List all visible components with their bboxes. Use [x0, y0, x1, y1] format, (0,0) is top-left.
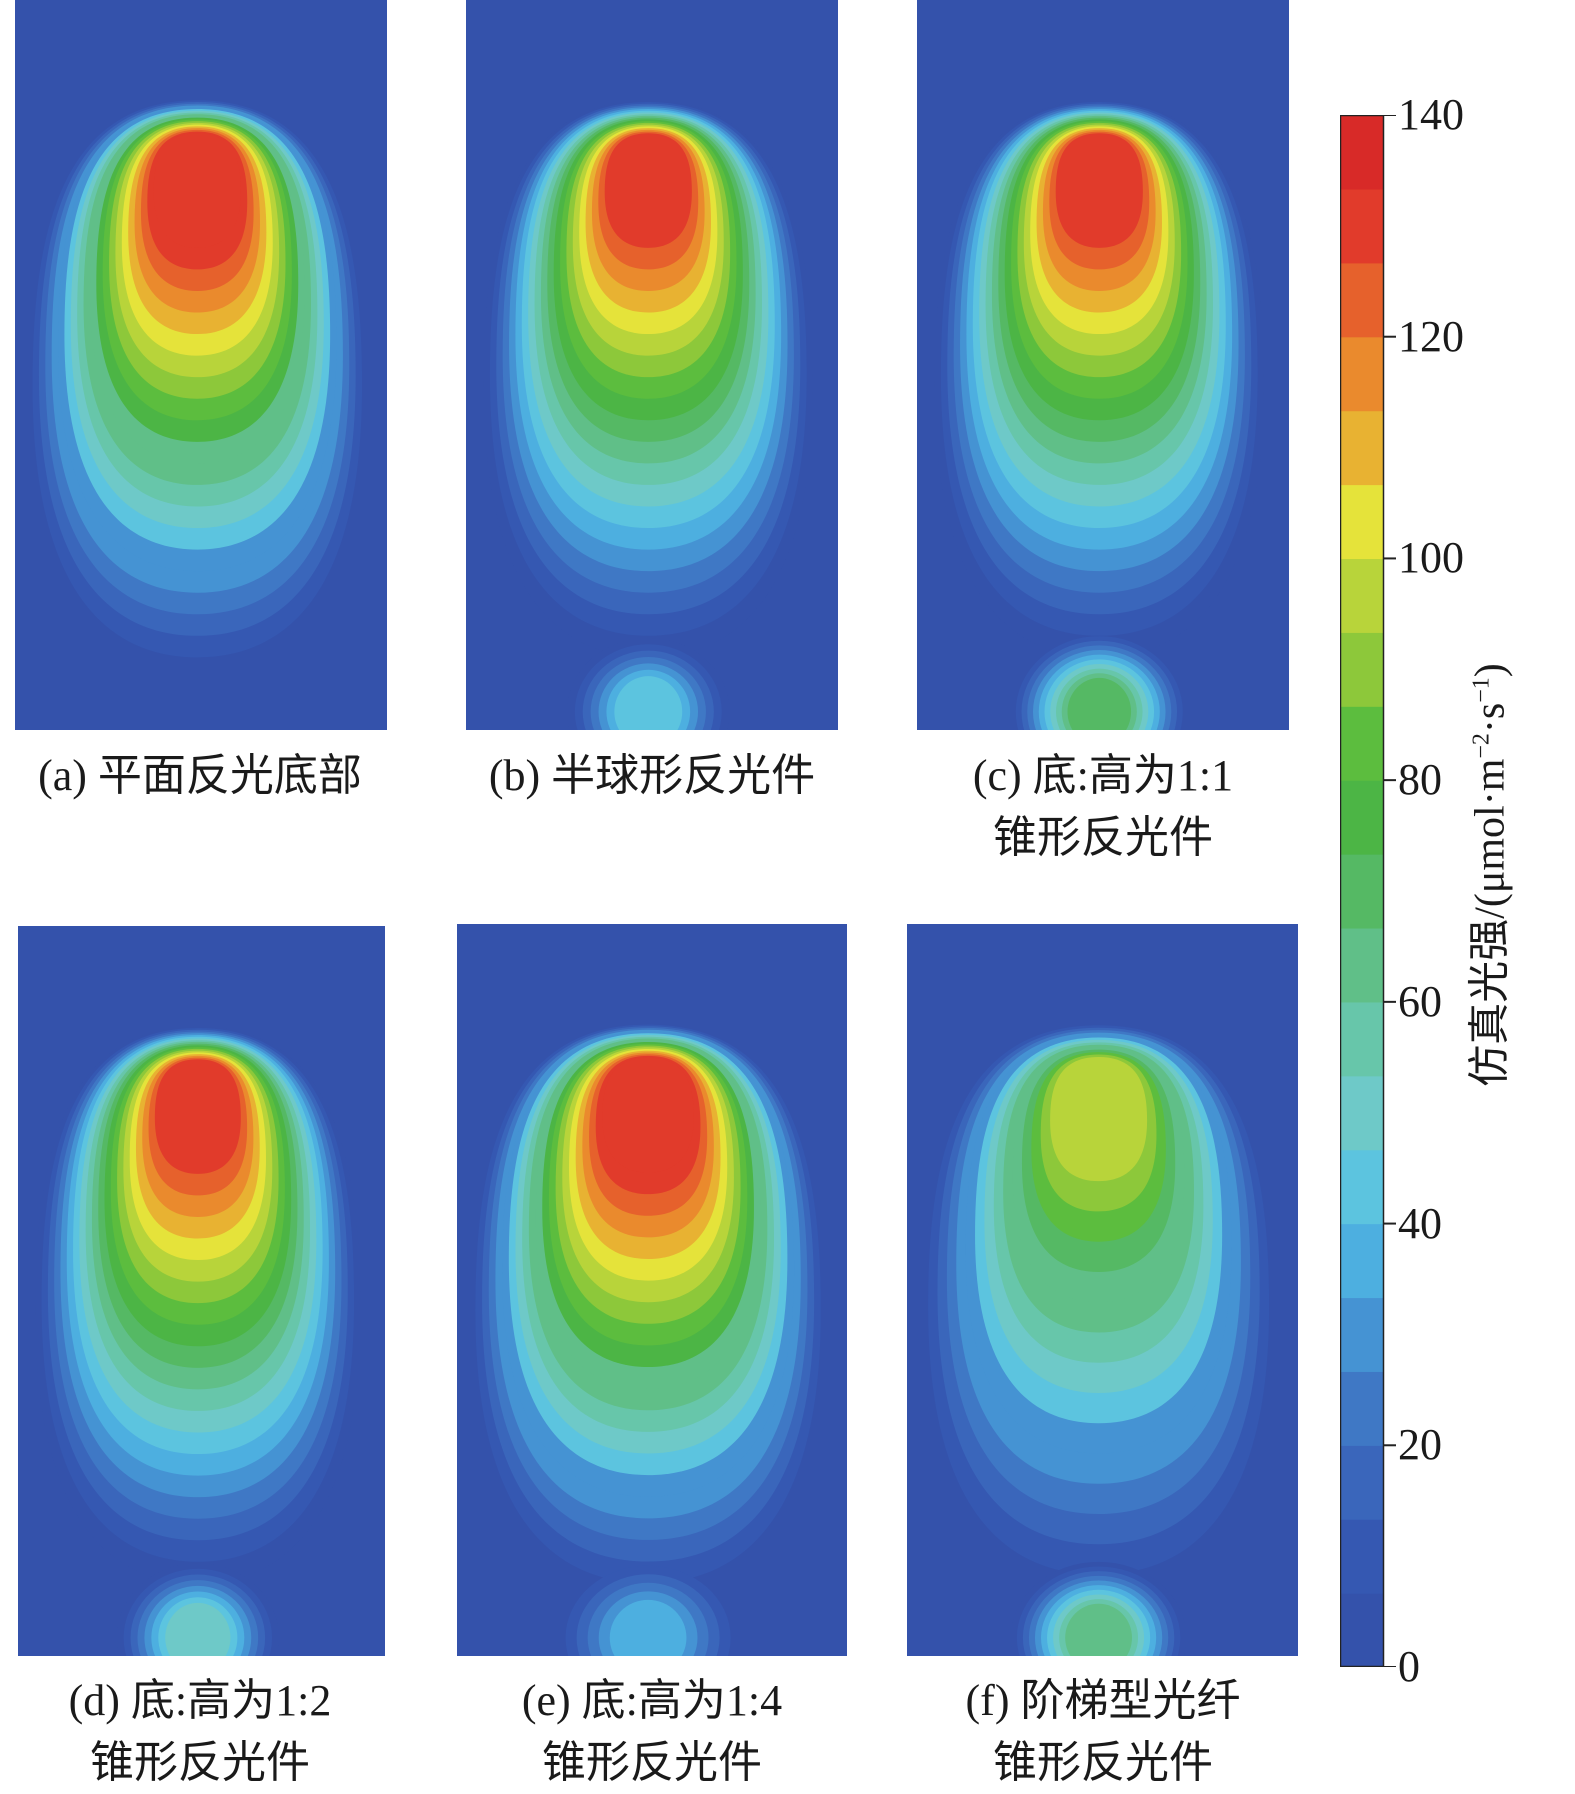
colorbar-level-12	[1340, 706, 1384, 781]
colorbar-level-4	[1340, 1297, 1384, 1372]
colorbar-level-11	[1340, 780, 1384, 855]
colorbar-level-18	[1340, 262, 1384, 338]
caption-f: (f) 阶梯型光纤 锥形反光件	[900, 1670, 1306, 1794]
heatmap-panel-f	[907, 924, 1298, 1656]
caption-a: (a) 平面反光底部	[0, 745, 400, 807]
colorbar-level-14	[1340, 558, 1384, 633]
caption-c-line2: 锥形反光件	[993, 813, 1213, 862]
tail-blob-level-7	[614, 676, 683, 730]
caption-c-line1: (c) 底:高为1:1	[972, 751, 1234, 800]
colorbar-tick-label: 60	[1398, 976, 1442, 1026]
caption-d-line1: (d) 底:高为1:2	[68, 1676, 332, 1725]
colorbar-tick-label: 80	[1398, 755, 1442, 805]
contour-level-20	[154, 1059, 241, 1174]
colorbar-level-2	[1340, 1445, 1384, 1520]
heatmap-panel-a	[15, 0, 387, 730]
colorbar-axis-label: 仿真光强/(μmol·m−2·s−1)	[1456, 663, 1517, 1087]
heatmap-b	[466, 0, 838, 730]
tail-blob-level-8	[165, 1602, 231, 1656]
caption-a-line1: (a) 平面反光底部	[38, 751, 362, 800]
caption-c: (c) 底:高为1:1 锥形反光件	[900, 745, 1306, 869]
heatmap-f	[907, 924, 1298, 1656]
colorbar-level-7	[1340, 1075, 1384, 1151]
colorbar-frame	[1339, 114, 1385, 1668]
caption-b-line1: (b) 半球形反光件	[488, 751, 816, 800]
caption-e-line2: 锥形反光件	[542, 1738, 762, 1787]
colorbar-tick-label: 20	[1398, 1420, 1442, 1470]
colorbar-level-3	[1340, 1371, 1384, 1446]
caption-e-line1: (e) 底:高为1:4	[521, 1676, 783, 1725]
colorbar-tick-label: 100	[1398, 533, 1464, 583]
colorbar-level-13	[1340, 632, 1384, 707]
contour-level-20	[153, 133, 241, 248]
colorbar-level-6	[1340, 1149, 1384, 1225]
caption-b: (b) 半球形反光件	[450, 745, 854, 807]
colorbar-scale	[1339, 114, 1396, 1668]
colorbar-label-main: 仿真光强/(μmol·m	[1467, 758, 1514, 1087]
colorbar-label-end: )	[1467, 663, 1514, 678]
contour-level-20	[602, 1057, 694, 1173]
caption-d-line2: 锥形反光件	[90, 1738, 310, 1787]
colorbar-label-exp1: −2	[1468, 733, 1495, 759]
colorbar-level-16	[1340, 410, 1384, 486]
contour-level-20	[1055, 133, 1143, 248]
heatmap-panel-d	[18, 926, 385, 1656]
colorbar-tick-label: 40	[1398, 1198, 1442, 1248]
colorbar-level-8	[1340, 1001, 1384, 1077]
colorbar-level-5	[1340, 1223, 1384, 1299]
colorbar-level-19	[1340, 188, 1384, 264]
heatmap-panel-e	[457, 924, 847, 1656]
colorbar-level-9	[1340, 927, 1384, 1003]
heatmap-panel-c	[917, 0, 1289, 730]
heatmap-panel-b	[466, 0, 838, 730]
heatmap-d	[18, 926, 385, 1656]
colorbar-label-exp2: −1	[1468, 677, 1495, 703]
colorbar-level-20	[1340, 115, 1384, 190]
contour-level-14	[1050, 1056, 1148, 1182]
colorbar-level-10	[1340, 854, 1384, 929]
colorbar-tick-label: 140	[1398, 90, 1464, 139]
tail-blob-level-10	[1065, 1603, 1132, 1656]
colorbar-tick-label: 120	[1398, 311, 1464, 361]
tail-blob-level-10	[1067, 677, 1132, 730]
caption-f-line2: 锥形反光件	[993, 1738, 1213, 1787]
caption-d: (d) 底:高为1:2 锥形反光件	[0, 1670, 400, 1794]
colorbar-level-0	[1340, 1593, 1384, 1668]
colorbar-level-1	[1340, 1519, 1384, 1594]
colorbar-level-17	[1340, 336, 1384, 412]
caption-e: (e) 底:高为1:4 锥形反光件	[450, 1670, 854, 1794]
contour-level-20	[604, 133, 692, 248]
colorbar-tick-label: 0	[1398, 1642, 1420, 1691]
colorbar-label-mid: ·s	[1467, 702, 1514, 734]
caption-f-line1: (f) 阶梯型光纤	[965, 1676, 1241, 1725]
heatmap-c	[917, 0, 1289, 730]
heatmap-a	[15, 0, 387, 730]
colorbar	[1339, 114, 1400, 1672]
heatmap-e	[457, 924, 847, 1656]
colorbar-level-15	[1340, 484, 1384, 560]
tail-blob-level-5	[609, 1599, 687, 1656]
